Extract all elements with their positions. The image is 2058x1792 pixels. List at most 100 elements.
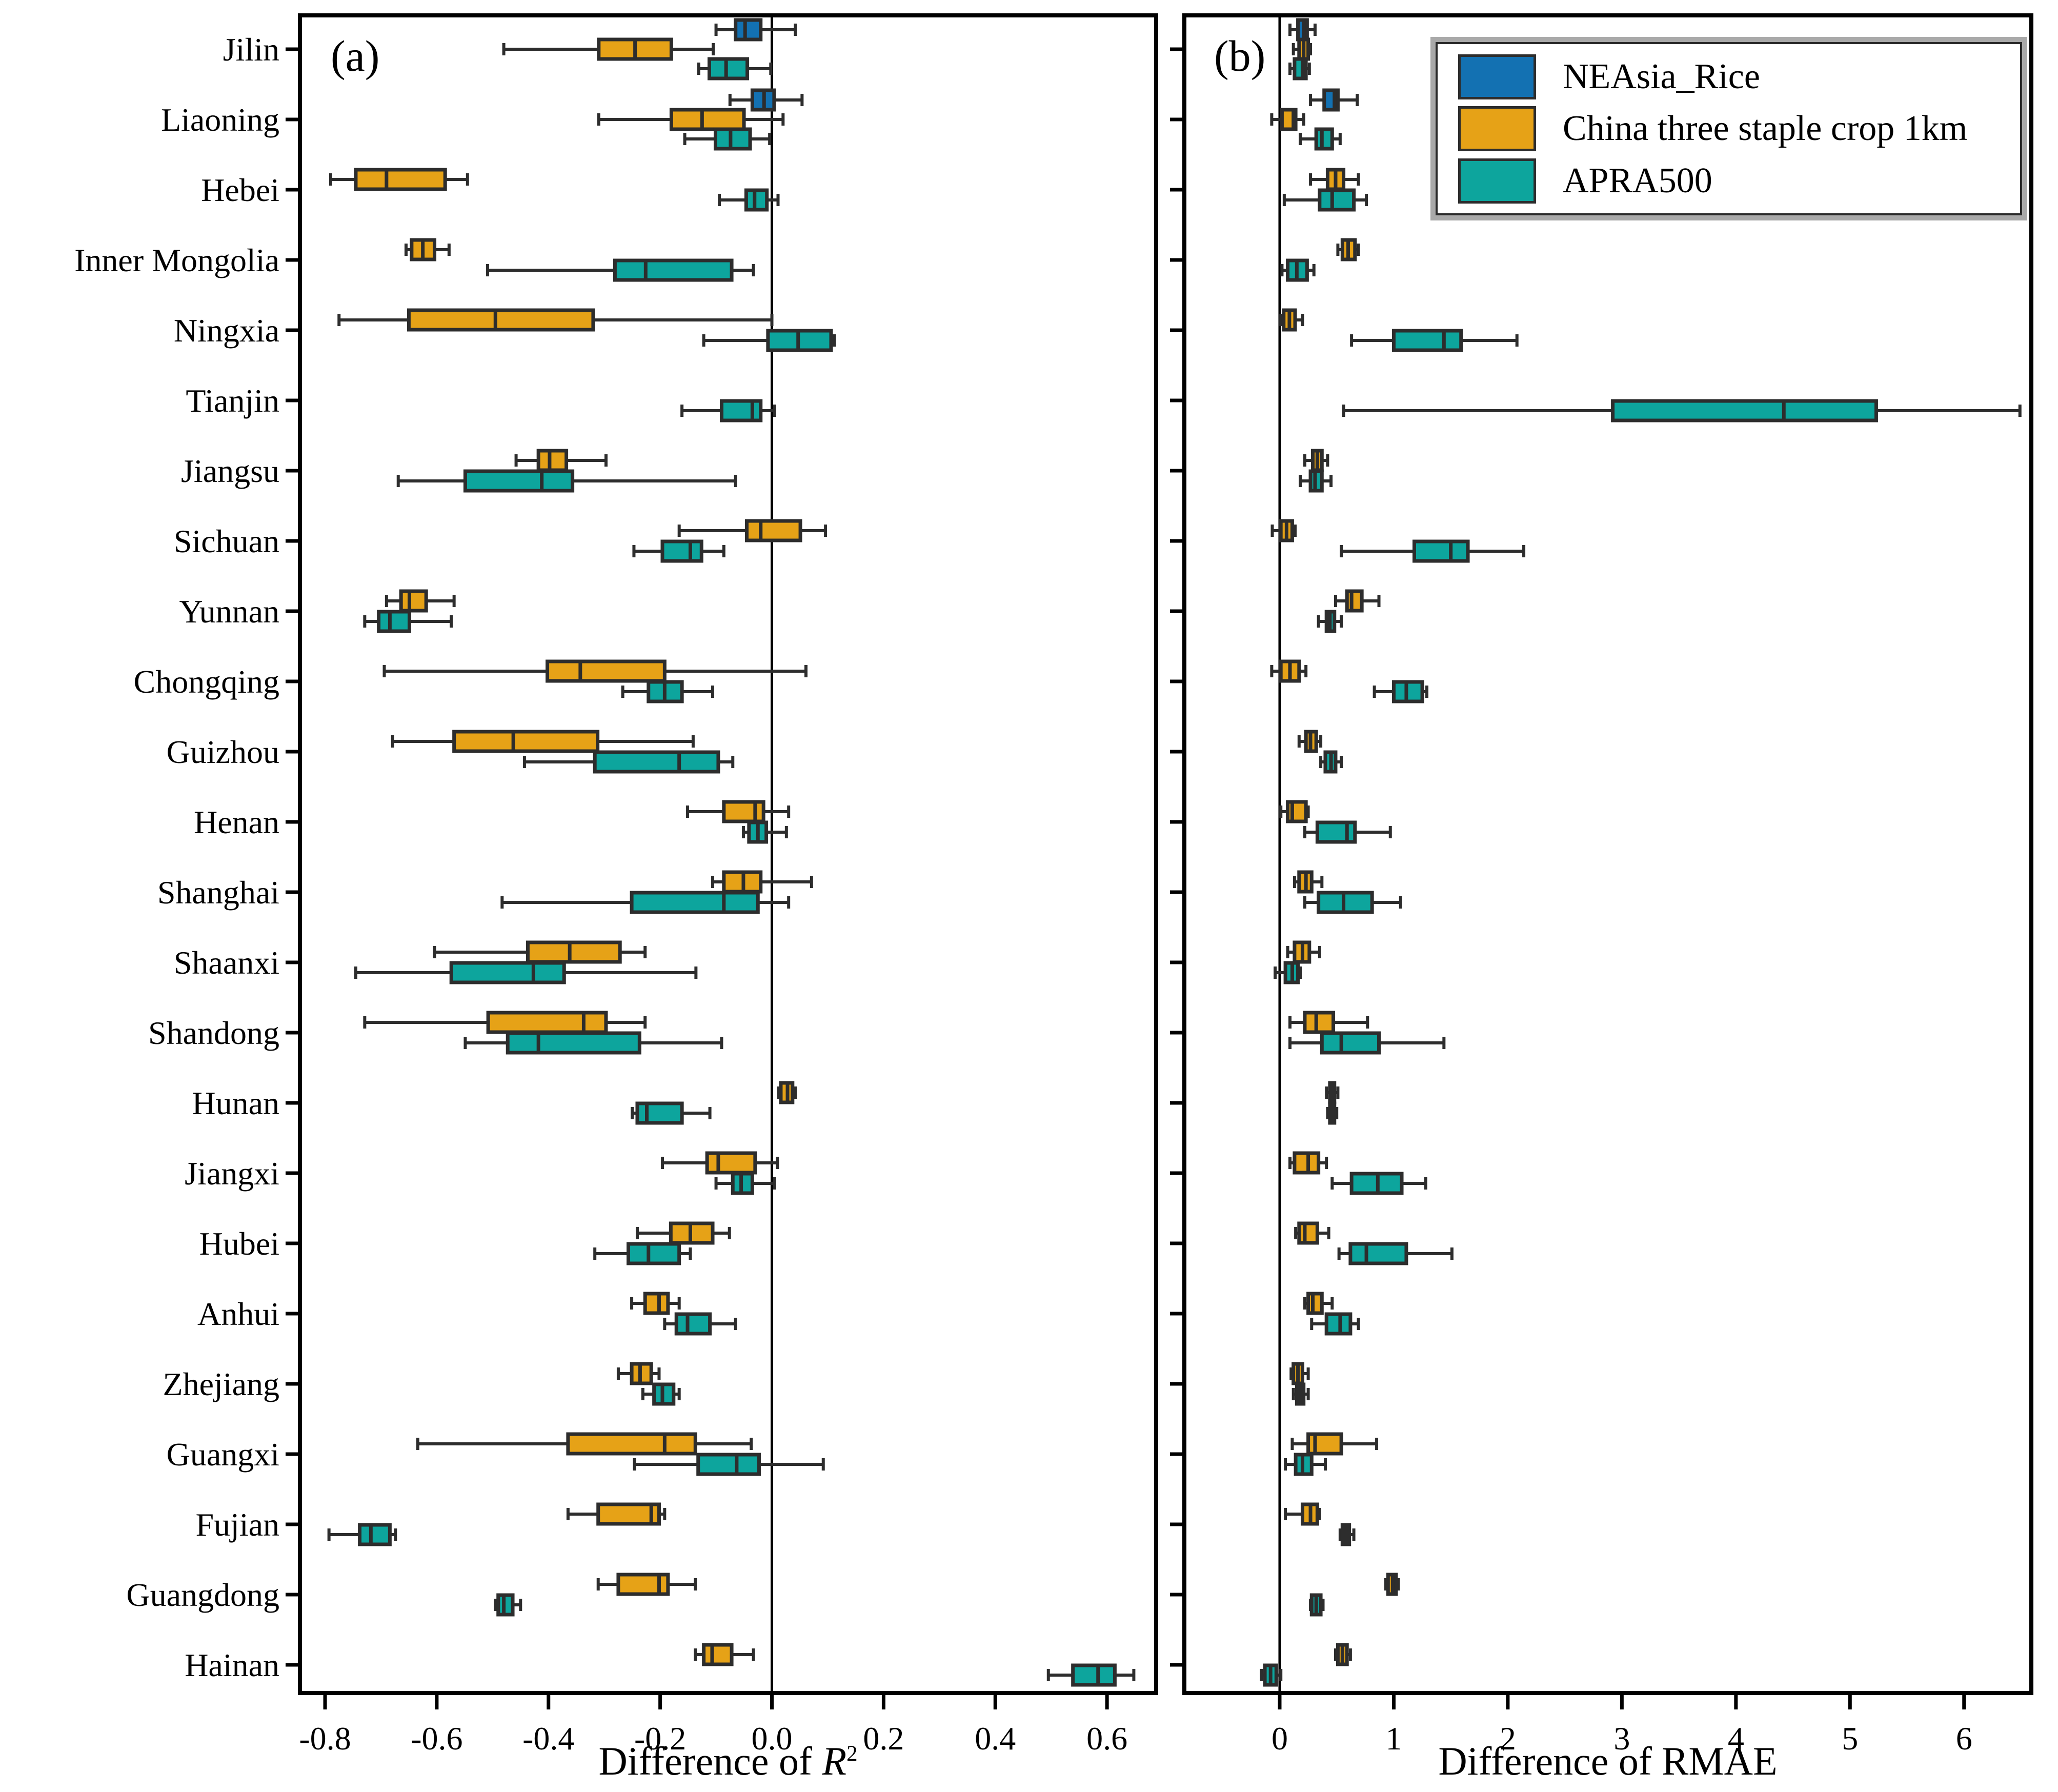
box-apra500-henan-b [1315, 820, 1357, 844]
legend: NEAsia_Rice China three staple crop 1km … [1430, 37, 2027, 220]
box-apra500-hebei-a [744, 188, 769, 212]
box-china-three-staple-crop-1km-guangxi-b [1306, 1432, 1343, 1456]
box-china-three-staple-crop-1km-chongqing-a [546, 659, 667, 683]
box-neasia-rice-jilin-a [734, 18, 763, 42]
legend-swatch-neasia-rice [1458, 54, 1536, 99]
box-china-three-staple-crop-1km-jiangsu-a [536, 449, 569, 472]
box-china-three-staple-crop-1km-henan-a [722, 800, 765, 823]
box-apra500-anhui-a [674, 1312, 712, 1336]
ytick-label-guangxi: Guangxi [167, 1436, 279, 1473]
xtick-label-b-2: 2 [1500, 1720, 1516, 1757]
legend-swatch-apra500 [1458, 158, 1536, 204]
box-china-three-staple-crop-1km-jiangxi-a [705, 1151, 757, 1175]
box-china-three-staple-crop-1km-shandong-a [486, 1011, 608, 1034]
box-apra500-sichuan-b [1412, 539, 1470, 563]
xtick-label-b-6: 6 [1956, 1720, 1972, 1757]
xtick-label-a-0.6: 0.6 [1086, 1720, 1127, 1757]
box-china-three-staple-crop-1km-guizhou-a [452, 730, 600, 753]
xtick-label-a--0.8: -0.8 [299, 1720, 351, 1757]
box-china-three-staple-crop-1km-hubei-b [1297, 1221, 1319, 1245]
box-china-three-staple-crop-1km-yunnan-b [1345, 589, 1364, 613]
box-apra500-shandong-a [506, 1031, 641, 1055]
xaxis-label-a: Difference of R2 [598, 1741, 857, 1781]
legend-entry-apra500: APRA500 [1458, 158, 2022, 204]
xtick-label-a-0.0: 0.0 [752, 1720, 793, 1757]
ytick-label-hebei: Hebei [201, 172, 279, 208]
xaxis-label-a-exponent: 2 [846, 1742, 858, 1766]
box-apra500-jiangsu-a [463, 469, 575, 493]
box-apra500-liaoning-b [1314, 127, 1334, 151]
ytick-label-chongqing: Chongqing [134, 663, 279, 700]
ytick-label-shandong: Shandong [148, 1015, 279, 1051]
box-china-three-staple-crop-1km-anhui-b [1306, 1292, 1324, 1315]
box-apra500-shanghai-a [630, 891, 760, 914]
xtick-label-a-0.2: 0.2 [863, 1720, 904, 1757]
legend-entry-neasia-rice: NEAsia_Rice [1458, 54, 2022, 99]
ytick-label-hainan: Hainan [185, 1647, 279, 1683]
box-china-three-staple-crop-1km-shandong-b [1303, 1011, 1336, 1034]
box-apra500-fujian-a [358, 1523, 392, 1546]
box-apra500-hebei-b [1318, 188, 1356, 212]
ytick-label-inner-mongolia: Inner Mongolia [74, 242, 279, 278]
box-china-three-staple-crop-1km-hubei-a [669, 1221, 715, 1245]
xaxis-label-b: Difference of RMAE [1438, 1741, 1777, 1781]
ytick-label-yunnan: Yunnan [179, 593, 279, 630]
box-apra500-shaanxi-a [449, 961, 566, 984]
ytick-label-fujian: Fujian [195, 1506, 279, 1543]
xtick-label-a--0.2: -0.2 [634, 1720, 686, 1757]
box-china-three-staple-crop-1km-fujian-a [596, 1502, 661, 1526]
box-china-three-staple-crop-1km-hebei-a [354, 168, 447, 191]
xtick-label-a--0.6: -0.6 [411, 1720, 462, 1757]
panel-b-frame [1182, 13, 2033, 1695]
panel-a-frame [298, 13, 1158, 1695]
box-apra500-inner-mongolia-a [613, 258, 734, 282]
box-apra500-shandong-b [1320, 1031, 1381, 1055]
ytick-label-anhui: Anhui [197, 1296, 279, 1332]
xtick-label-b-5: 5 [1842, 1720, 1858, 1757]
xtick-label-a--0.4: -0.4 [522, 1720, 574, 1757]
xtick-label-b-3: 3 [1613, 1720, 1630, 1757]
box-apra500-hubei-b [1348, 1242, 1408, 1265]
ytick-label-ningxia: Ningxia [174, 312, 279, 349]
box-china-three-staple-crop-1km-henan-b [1286, 800, 1308, 823]
box-apra500-liaoning-a [713, 127, 752, 151]
box-apra500-yunnan-a [377, 610, 412, 633]
box-apra500-jilin-a [708, 57, 750, 80]
ytick-label-henan: Henan [194, 804, 279, 840]
ytick-label-sichuan: Sichuan [174, 523, 279, 559]
legend-label-neasia-rice: NEAsia_Rice [1563, 56, 1760, 96]
panel-b-label: (b) [1214, 31, 1266, 80]
box-apra500-tianjin-a [719, 399, 763, 422]
ytick-label-hubei: Hubei [199, 1225, 279, 1262]
box-china-three-staple-crop-1km-yunnan-a [399, 589, 428, 613]
box-apra500-guizhou-a [593, 750, 720, 774]
box-apra500-hunan-a [635, 1101, 684, 1125]
box-apra500-hainan-a [1071, 1663, 1117, 1687]
legend-entry-china-three-staple-crop-1km: China three staple crop 1km [1458, 106, 2022, 151]
legend-label-apra500: APRA500 [1563, 160, 1712, 200]
ytick-label-guangdong: Guangdong [126, 1577, 279, 1613]
legend-swatch-china-three-staple-crop-1km [1458, 106, 1536, 151]
xtick-label-b-0: 0 [1272, 1720, 1288, 1757]
xaxis-label-a-symbol: R [822, 1739, 847, 1783]
box-apra500-tianjin-b [1611, 399, 1878, 422]
xaxis-label-a-prefix: Difference of [598, 1739, 822, 1783]
ytick-label-zhejiang: Zhejiang [163, 1366, 279, 1402]
ytick-label-jiangxi: Jiangxi [185, 1155, 279, 1192]
xtick-label-a-0.4: 0.4 [975, 1720, 1016, 1757]
legend-label-china-three-staple-crop-1km: China three staple crop 1km [1563, 109, 1968, 148]
ytick-label-jiangsu: Jiangsu [181, 453, 279, 489]
ytick-label-shanghai: Shanghai [157, 874, 279, 911]
box-china-three-staple-crop-1km-liaoning-a [669, 108, 746, 131]
ytick-label-guizhou: Guizhou [167, 734, 279, 770]
ytick-label-jilin: Jilin [223, 31, 279, 68]
panel-a-label: (a) [331, 31, 380, 80]
ytick-label-liaoning: Liaoning [161, 102, 279, 138]
box-apra500-sichuan-a [660, 539, 703, 563]
xtick-label-b-4: 4 [1728, 1720, 1744, 1757]
ytick-label-shaanxi: Shaanxi [174, 944, 279, 981]
box-apra500-ningxia-b [1391, 329, 1463, 352]
box-china-three-staple-crop-1km-shaanxi-a [526, 940, 622, 964]
